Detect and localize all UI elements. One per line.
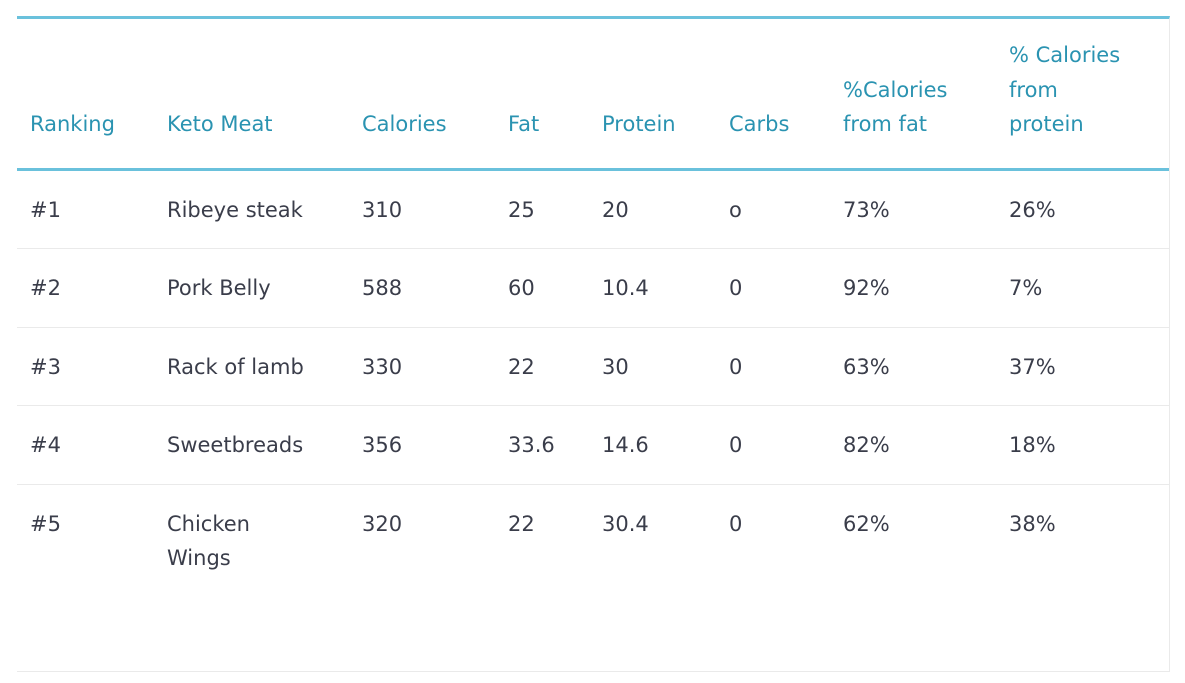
header-fat: Fat	[495, 19, 589, 171]
cell-carbs: o	[716, 169, 830, 249]
cell-calories: 588	[349, 248, 495, 328]
table-row: #1 Ribeye steak 310 25 20 o 73% 26%	[17, 169, 1169, 249]
header-protein: Protein	[589, 19, 716, 171]
table-row: #4 Sweetbreads 356 33.6 14.6 0 82% 18%	[17, 405, 1169, 485]
keto-meat-table-container: Ranking Keto Meat Calories Fat Protein C…	[17, 16, 1170, 672]
header-carbs: Carbs	[716, 19, 830, 171]
cell-calories: 320	[362, 511, 403, 536]
header-calories: Calories	[349, 19, 495, 171]
table-row: #3 Rack of lamb 330 22 30 0 63% 37%	[17, 327, 1169, 406]
cell-fat: 22	[508, 511, 535, 536]
cell-keto-meat: Chicken Wings	[167, 511, 250, 571]
cell-keto-meat: Sweetbreads	[154, 405, 349, 485]
cell-keto-meat: Rack of lamb	[154, 327, 349, 406]
cell-percent-protein: 38%	[1009, 511, 1056, 536]
cell-protein: 14.6	[589, 405, 716, 485]
header-ranking: Ranking	[17, 19, 154, 171]
table-header-row: Ranking Keto Meat Calories Fat Protein C…	[17, 19, 1169, 171]
cell-fat: 60	[495, 248, 589, 328]
table-row: #5 Chicken Wings 320 22 30.4 0 62% 38%	[17, 484, 1169, 597]
cell-percent-protein: 26%	[996, 169, 1169, 249]
header-percent-calories-from-fat: %Calories from fat	[830, 19, 996, 171]
cell-fat: 25	[495, 169, 589, 249]
cell-calories: 330	[349, 327, 495, 406]
cell-percent-fat: 63%	[830, 327, 996, 406]
cell-protein: 10.4	[589, 248, 716, 328]
cell-carbs: 0	[729, 511, 743, 536]
cell-percent-fat: 73%	[830, 169, 996, 249]
cell-percent-fat: 92%	[830, 248, 996, 328]
cell-protein: 30	[589, 327, 716, 406]
keto-meat-table: Ranking Keto Meat Calories Fat Protein C…	[17, 19, 1169, 597]
cell-carbs: 0	[716, 405, 830, 485]
cell-protein: 20	[589, 169, 716, 249]
cell-percent-protein: 18%	[996, 405, 1169, 485]
cell-calories: 310	[349, 169, 495, 249]
cell-percent-protein: 37%	[996, 327, 1169, 406]
cell-carbs: 0	[716, 327, 830, 406]
cell-ranking: #1	[17, 169, 154, 249]
cell-percent-protein: 7%	[996, 248, 1169, 328]
cell-ranking: #5	[30, 511, 61, 536]
cell-ranking: #3	[17, 327, 154, 406]
header-keto-meat: Keto Meat	[154, 19, 349, 171]
table-row: #2 Pork Belly 588 60 10.4 0 92% 7%	[17, 248, 1169, 328]
cell-protein: 30.4	[602, 511, 649, 536]
cell-ranking: #4	[17, 405, 154, 485]
cell-keto-meat: Ribeye steak	[154, 169, 349, 249]
cell-calories: 356	[349, 405, 495, 485]
cell-carbs: 0	[716, 248, 830, 328]
cell-ranking: #2	[17, 248, 154, 328]
cell-percent-fat: 62%	[843, 511, 890, 536]
cell-percent-fat: 82%	[830, 405, 996, 485]
cell-fat: 33.6	[495, 405, 589, 485]
cell-fat: 22	[495, 327, 589, 406]
cell-keto-meat: Pork Belly	[154, 248, 349, 328]
header-percent-calories-from-protein: % Calories from protein	[996, 19, 1169, 171]
